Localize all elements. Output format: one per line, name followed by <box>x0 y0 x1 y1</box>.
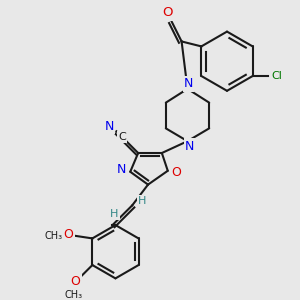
Text: O: O <box>70 275 80 288</box>
Text: H: H <box>110 209 118 219</box>
Text: Cl: Cl <box>271 71 282 81</box>
Text: C: C <box>118 132 126 142</box>
Text: O: O <box>163 6 173 19</box>
Text: O: O <box>64 228 74 241</box>
Text: H: H <box>138 196 146 206</box>
Text: N: N <box>117 163 126 176</box>
Text: N: N <box>105 120 114 133</box>
Text: CH₃: CH₃ <box>64 290 83 300</box>
Text: N: N <box>185 140 194 153</box>
Text: N: N <box>184 77 193 90</box>
Text: CH₃: CH₃ <box>45 231 63 242</box>
Text: O: O <box>172 166 182 179</box>
